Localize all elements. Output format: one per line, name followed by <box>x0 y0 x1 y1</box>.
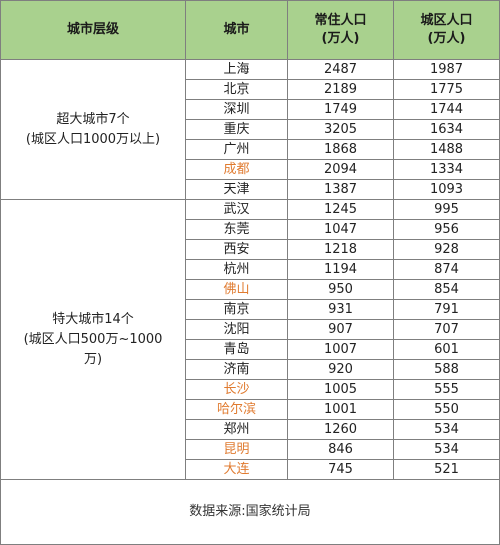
city-cell: 广州 <box>185 139 288 160</box>
resident-population-cell: 1218 <box>287 239 394 260</box>
footer-row: 数据来源:国家统计局 <box>0 479 500 545</box>
city-cell: 昆明 <box>185 439 288 460</box>
urban-population-cell: 995 <box>393 199 500 220</box>
table-row: 哈尔滨 1001 550 <box>1 399 500 420</box>
city-cell: 佛山 <box>185 279 288 300</box>
tier-line2: (城区人口1000万以上) <box>25 131 161 147</box>
urban-population-cell: 707 <box>393 319 500 340</box>
urban-population-cell: 588 <box>393 359 500 380</box>
urban-population-cell: 874 <box>393 259 500 280</box>
resident-population-cell: 2094 <box>287 159 394 180</box>
resident-population-cell: 950 <box>287 279 394 300</box>
resident-population-cell: 907 <box>287 319 394 340</box>
resident-population-cell: 745 <box>287 459 394 480</box>
resident-population-cell: 1047 <box>287 219 394 240</box>
urban-population-cell: 791 <box>393 299 500 320</box>
urban-population-cell: 1744 <box>393 99 500 120</box>
resident-population-cell: 2487 <box>287 59 394 80</box>
urban-population-cell: 1488 <box>393 139 500 160</box>
table-row: 杭州 1194 874 <box>1 259 500 280</box>
city-cell: 成都 <box>185 159 288 180</box>
tier-cell: 超大城市7个 (城区人口1000万以上) <box>0 59 186 200</box>
resident-population-cell: 1387 <box>287 179 394 200</box>
tier-line1: 特大城市14个 <box>52 311 134 327</box>
header-resident: 常住人口 (万人) <box>287 0 394 60</box>
header-city: 城市 <box>185 0 288 60</box>
resident-population-cell: 846 <box>287 439 394 460</box>
resident-population-cell: 1749 <box>287 99 394 120</box>
header-urban: 城区人口 (万人) <box>393 0 500 60</box>
urban-population-cell: 521 <box>393 459 500 480</box>
urban-population-cell: 1775 <box>393 79 500 100</box>
urban-population-cell: 555 <box>393 379 500 400</box>
header-row: 城市层级 城市 常住人口 (万人) 城区人口 (万人) <box>0 0 500 60</box>
resident-population-cell: 1260 <box>287 419 394 440</box>
urban-population-cell: 928 <box>393 239 500 260</box>
table-row: 长沙 1005 555 <box>1 379 500 400</box>
header-urban-line1: 城区人口 <box>420 13 473 28</box>
city-cell: 上海 <box>185 59 288 80</box>
city-cell: 杭州 <box>185 259 288 280</box>
city-cell: 重庆 <box>185 119 288 140</box>
table-row: 青岛 1007 601 <box>1 339 500 360</box>
tier-line1: 超大城市7个 <box>56 111 130 127</box>
table-row: 深圳 1749 1744 <box>1 99 500 120</box>
urban-population-cell: 534 <box>393 439 500 460</box>
city-cell: 武汉 <box>185 199 288 220</box>
resident-population-cell: 3205 <box>287 119 394 140</box>
urban-population-cell: 1634 <box>393 119 500 140</box>
table-row: 成都 2094 1334 <box>1 159 500 180</box>
city-cell: 青岛 <box>185 339 288 360</box>
urban-population-cell: 956 <box>393 219 500 240</box>
table-row: 超大城市7个 (城区人口1000万以上) 上海 2487 1987 <box>0 59 500 200</box>
urban-population-cell: 854 <box>393 279 500 300</box>
city-cell: 济南 <box>185 359 288 380</box>
resident-population-cell: 1245 <box>287 199 394 220</box>
table-row: 东莞 1047 956 <box>1 219 500 240</box>
table-row: 天津 1387 1093 <box>1 179 500 200</box>
header-tier: 城市层级 <box>0 0 186 60</box>
urban-population-cell: 550 <box>393 399 500 420</box>
tier-cell: 特大城市14个 (城区人口500万~1000 万) <box>0 199 186 480</box>
urban-population-cell: 1987 <box>393 59 500 80</box>
city-cell: 深圳 <box>185 99 288 120</box>
resident-population-cell: 2189 <box>287 79 394 100</box>
data-source-note: 数据来源:国家统计局 <box>0 479 500 545</box>
header-resident-line2: (万人) <box>321 31 360 46</box>
city-cell: 北京 <box>185 79 288 100</box>
header-resident-line1: 常住人口 <box>314 13 367 28</box>
resident-population-cell: 1005 <box>287 379 394 400</box>
resident-population-cell: 1001 <box>287 399 394 420</box>
city-cell: 天津 <box>185 179 288 200</box>
city-cell: 郑州 <box>185 419 288 440</box>
table-row: 昆明 846 534 <box>1 439 500 460</box>
resident-population-cell: 931 <box>287 299 394 320</box>
city-cell: 大连 <box>185 459 288 480</box>
urban-population-cell: 1334 <box>393 159 500 180</box>
tier-line2: (城区人口500万~1000 <box>23 331 163 347</box>
urban-population-cell: 534 <box>393 419 500 440</box>
city-cell: 西安 <box>185 239 288 260</box>
city-cell: 南京 <box>185 299 288 320</box>
header-urban-line2: (万人) <box>427 31 466 46</box>
city-cell: 东莞 <box>185 219 288 240</box>
urban-population-cell: 1093 <box>393 179 500 200</box>
resident-population-cell: 1194 <box>287 259 394 280</box>
resident-population-cell: 920 <box>287 359 394 380</box>
resident-population-cell: 1007 <box>287 339 394 360</box>
table-row: 沈阳 907 707 <box>1 319 500 340</box>
table-row: 广州 1868 1488 <box>1 139 500 160</box>
table-row: 西安 1218 928 <box>1 239 500 260</box>
table-row: 大连 745 521 <box>1 459 500 480</box>
resident-population-cell: 1868 <box>287 139 394 160</box>
city-cell: 沈阳 <box>185 319 288 340</box>
table-body: 超大城市7个 (城区人口1000万以上) 上海 2487 1987 北京 2189 1775 深… <box>0 59 500 480</box>
city-cell: 长沙 <box>185 379 288 400</box>
urban-population-cell: 601 <box>393 339 500 360</box>
table-row: 特大城市14个 (城区人口500万~1000 万) 武汉 1245 995 <box>0 199 500 480</box>
tier-line3: 万) <box>83 351 103 367</box>
city-cell: 哈尔滨 <box>185 399 288 420</box>
